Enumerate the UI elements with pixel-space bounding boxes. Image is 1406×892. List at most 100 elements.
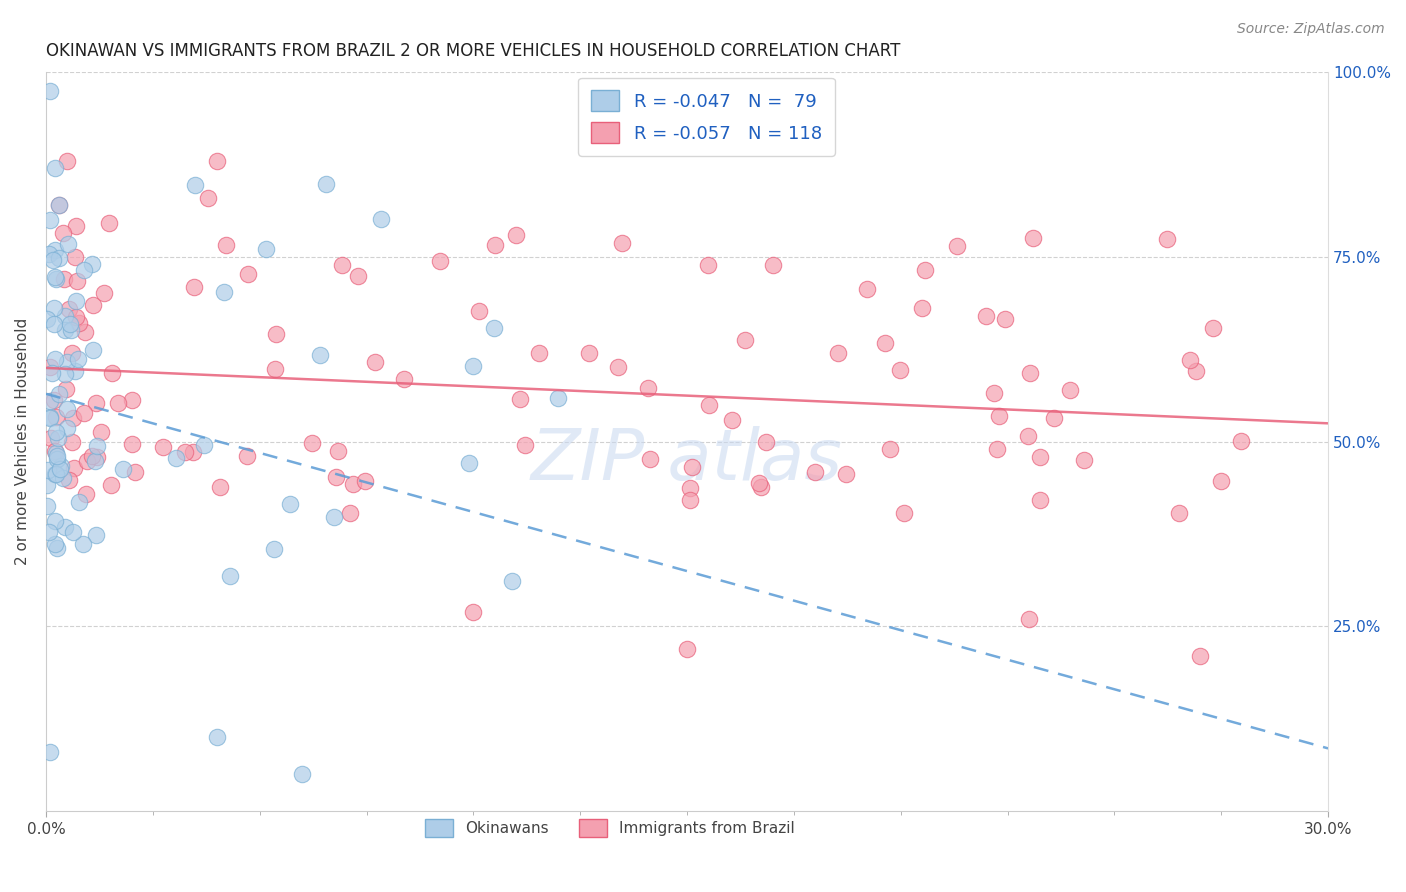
Point xyxy=(86,527,108,541)
Point xyxy=(48,252,70,266)
Point xyxy=(527,346,550,360)
Point xyxy=(44,161,66,176)
Point xyxy=(80,449,103,463)
Point xyxy=(482,321,505,335)
Point xyxy=(347,269,370,284)
Point xyxy=(301,436,323,450)
Point xyxy=(44,317,66,331)
Text: Source: ZipAtlas.com: Source: ZipAtlas.com xyxy=(1237,22,1385,37)
Point xyxy=(342,476,364,491)
Point xyxy=(59,318,82,332)
Point xyxy=(37,311,59,326)
Point xyxy=(48,198,70,212)
Point xyxy=(52,226,75,240)
Point xyxy=(484,238,506,252)
Point xyxy=(45,467,67,481)
Point xyxy=(44,467,66,481)
Point xyxy=(42,392,65,407)
Point xyxy=(1019,366,1042,380)
Text: ZIP atlas: ZIP atlas xyxy=(531,425,844,495)
Point xyxy=(183,280,205,294)
Point xyxy=(90,425,112,440)
Point xyxy=(974,310,997,324)
Point xyxy=(60,434,83,449)
Point xyxy=(205,154,228,169)
Point xyxy=(309,348,332,362)
Point xyxy=(93,285,115,300)
Point xyxy=(330,258,353,272)
Point xyxy=(1043,410,1066,425)
Y-axis label: 2 or more Vehicles in Household: 2 or more Vehicles in Household xyxy=(15,318,30,566)
Point xyxy=(1188,648,1211,663)
Point xyxy=(278,497,301,511)
Point xyxy=(39,410,62,425)
Point xyxy=(45,425,67,440)
Point xyxy=(82,298,104,312)
Point xyxy=(734,333,756,347)
Point xyxy=(197,191,219,205)
Point xyxy=(38,247,60,261)
Point xyxy=(35,477,58,491)
Point xyxy=(44,443,66,458)
Point xyxy=(49,458,72,473)
Point xyxy=(124,465,146,479)
Point xyxy=(219,568,242,582)
Point xyxy=(84,454,107,468)
Point xyxy=(58,473,80,487)
Point xyxy=(1059,384,1081,398)
Point xyxy=(394,372,416,386)
Point xyxy=(165,450,187,465)
Point xyxy=(184,178,207,193)
Point xyxy=(44,514,66,528)
Point xyxy=(39,359,62,374)
Point xyxy=(107,396,129,410)
Point xyxy=(236,449,259,463)
Point xyxy=(749,479,772,493)
Point xyxy=(48,198,70,212)
Point xyxy=(49,462,72,476)
Point xyxy=(44,270,66,285)
Point xyxy=(39,84,62,98)
Point xyxy=(121,392,143,407)
Point xyxy=(370,212,392,227)
Point xyxy=(63,461,86,475)
Point xyxy=(463,605,485,619)
Point xyxy=(82,257,104,271)
Point xyxy=(152,440,174,454)
Point xyxy=(39,213,62,227)
Point xyxy=(681,460,703,475)
Point xyxy=(53,520,76,534)
Point xyxy=(39,431,62,445)
Point xyxy=(65,363,87,377)
Point xyxy=(55,401,77,416)
Point xyxy=(98,216,121,230)
Point xyxy=(75,325,97,339)
Point xyxy=(835,467,858,481)
Point xyxy=(893,506,915,520)
Point xyxy=(804,465,827,479)
Point xyxy=(41,366,63,380)
Point xyxy=(73,406,96,420)
Point xyxy=(62,524,84,539)
Point xyxy=(721,412,744,426)
Point xyxy=(62,411,84,425)
Point xyxy=(463,359,485,373)
Point xyxy=(59,323,82,337)
Point xyxy=(1209,475,1232,489)
Point xyxy=(214,285,236,299)
Point xyxy=(1029,450,1052,465)
Point xyxy=(946,239,969,253)
Point xyxy=(697,258,720,272)
Point xyxy=(1178,353,1201,368)
Point xyxy=(547,391,569,405)
Point xyxy=(637,381,659,395)
Point xyxy=(513,438,536,452)
Point xyxy=(263,542,285,557)
Point xyxy=(457,456,479,470)
Point xyxy=(39,394,62,409)
Point xyxy=(56,355,79,369)
Point xyxy=(46,449,69,463)
Point xyxy=(679,481,702,495)
Point xyxy=(353,474,375,488)
Point xyxy=(339,506,361,520)
